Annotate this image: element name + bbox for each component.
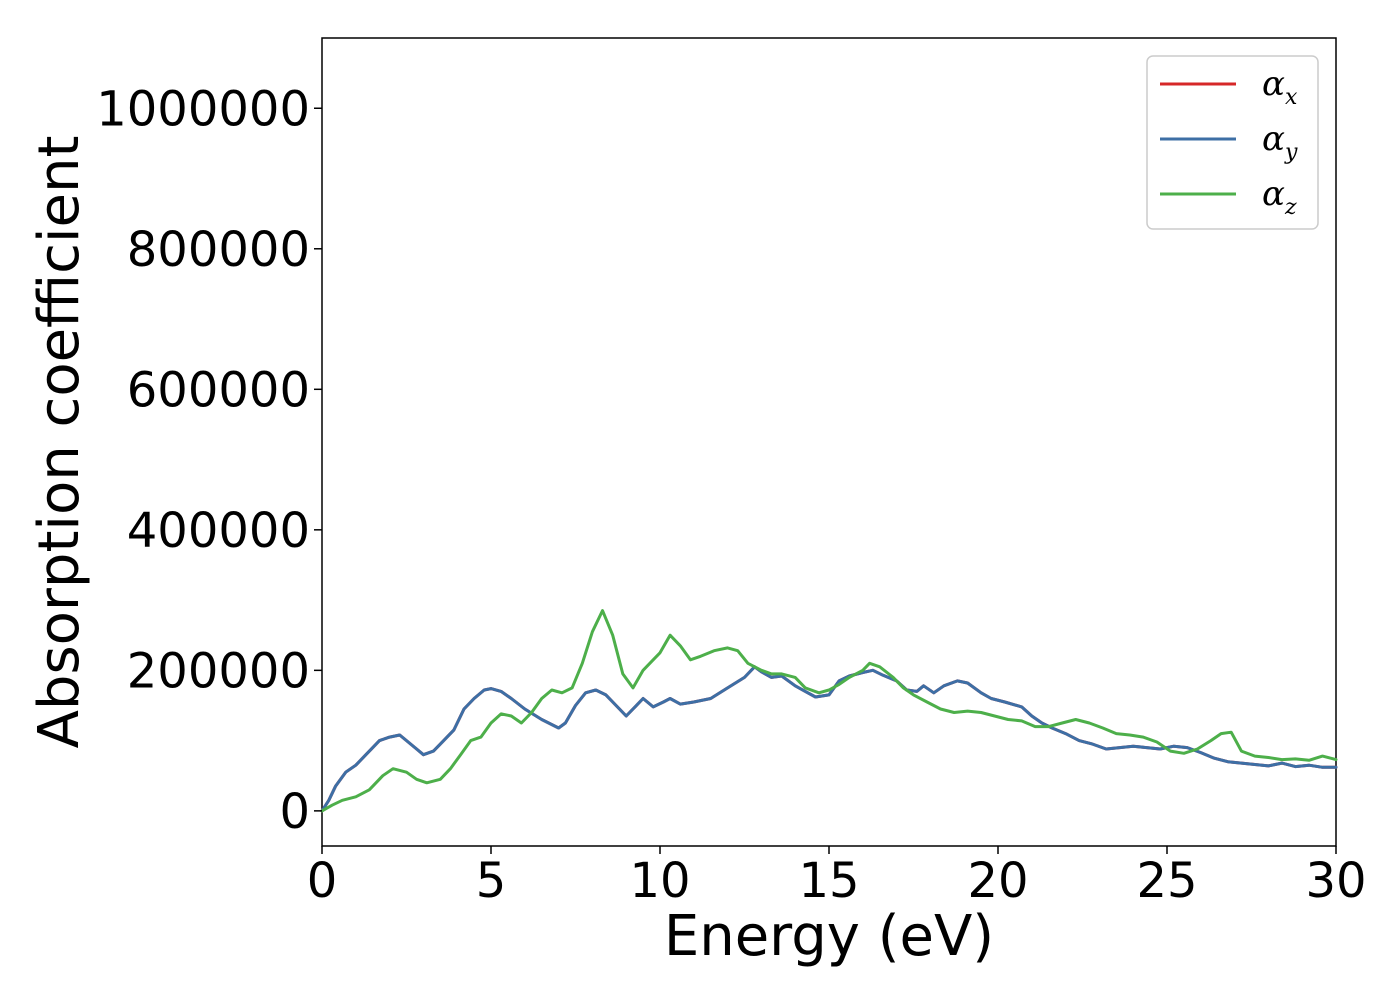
series-line-y — [320, 665, 1338, 813]
series-line-z — [320, 609, 1338, 813]
x-axis-label: Energy (eV) — [664, 904, 994, 969]
x-tick-label: 5 — [476, 853, 507, 909]
x-tick-label: 20 — [967, 853, 1028, 909]
y-tick-label: 1000000 — [96, 81, 310, 137]
y-tick-label: 200000 — [127, 643, 310, 699]
series-layer — [320, 609, 1338, 813]
x-tick-label: 15 — [798, 853, 859, 909]
y-axis: 0 200000 400000 600000 800000 1000000 — [96, 81, 322, 840]
y-axis-label: Absorption coefficient — [27, 136, 92, 749]
x-tick-label: 0 — [307, 853, 338, 909]
y-tick-label: 0 — [279, 784, 310, 840]
y-tick-label: 800000 — [127, 222, 310, 278]
legend-box — [1146, 55, 1319, 230]
y-tick-label: 400000 — [127, 503, 310, 559]
y-tick-label: 600000 — [127, 362, 310, 418]
x-tick-label: 10 — [629, 853, 690, 909]
x-tick-label: 25 — [1136, 853, 1197, 909]
x-tick-label: 30 — [1305, 853, 1366, 909]
x-axis: 0 5 10 15 20 25 30 — [307, 846, 1367, 909]
